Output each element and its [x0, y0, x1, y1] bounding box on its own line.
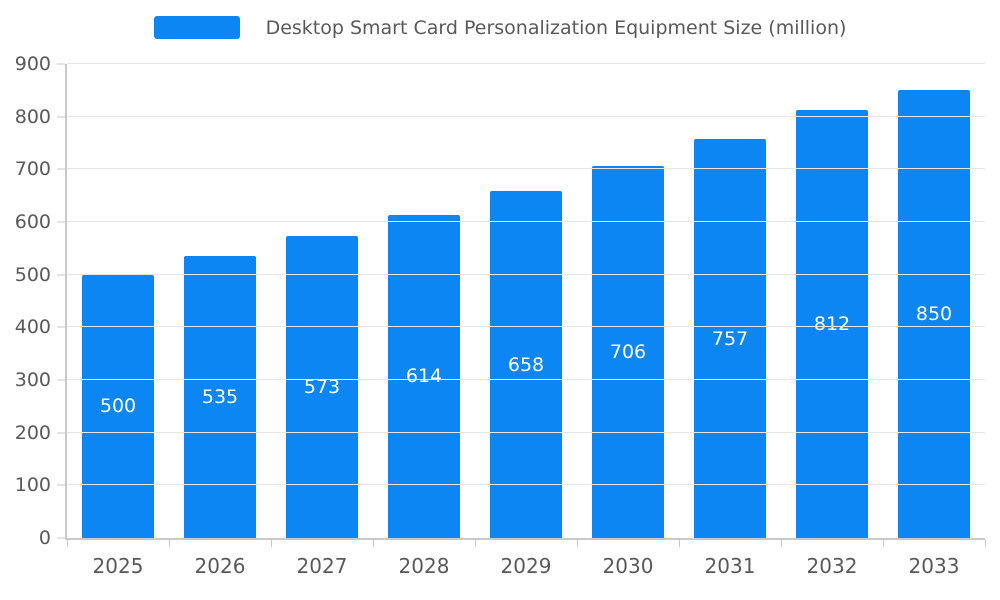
y-axis-tick [57, 379, 65, 381]
y-axis-tick [57, 484, 65, 486]
y-axis-tick [57, 326, 65, 328]
y-axis-tick [57, 116, 65, 118]
gridline [67, 379, 985, 381]
y-axis-tick [57, 274, 65, 276]
y-axis-label: 200 [14, 421, 51, 444]
chart-legend: Desktop Smart Card Personalization Equip… [0, 16, 1000, 39]
x-axis-label: 2026 [194, 554, 246, 578]
x-axis-label: 2032 [806, 554, 858, 578]
gridline [67, 326, 985, 328]
bars-container: 500 2025 535 2026 573 2027 614 2028 658 2029 706 20… [67, 64, 985, 578]
category-band: 850 2033 [883, 64, 985, 578]
legend-swatch[interactable] [153, 16, 240, 39]
y-axis-label: 100 [14, 474, 51, 497]
y-axis-label: 400 [14, 316, 51, 339]
bar-value-label: 757 [711, 327, 749, 350]
y-axis-tick [57, 63, 65, 65]
bar[interactable]: 535 [184, 256, 256, 538]
y-axis-label: 900 [14, 53, 51, 75]
x-axis-tick [169, 540, 170, 547]
bar[interactable]: 757 [694, 139, 766, 538]
y-axis-label: 500 [14, 263, 51, 286]
x-axis-label: 2028 [398, 554, 450, 578]
category-band: 614 2028 [373, 64, 475, 578]
y-axis-tick [57, 168, 65, 170]
bar-value-label: 706 [609, 341, 647, 364]
x-axis-tick [883, 540, 884, 547]
x-axis-label: 2025 [92, 554, 144, 578]
bar[interactable]: 500 [82, 274, 154, 538]
bar[interactable]: 658 [490, 191, 562, 538]
y-axis-label: 0 [38, 527, 51, 549]
y-axis-label: 700 [14, 158, 51, 181]
gridline [67, 115, 985, 117]
bar-value-label: 850 [915, 303, 953, 326]
bar-value-label: 573 [303, 376, 341, 399]
y-axis-tick [57, 221, 65, 223]
bar-value-label: 812 [813, 313, 851, 336]
x-axis-label: 2033 [908, 554, 960, 578]
gridline [67, 221, 985, 223]
category-band: 500 2025 [67, 64, 169, 578]
bar[interactable]: 614 [388, 214, 460, 538]
y-axis-label: 800 [14, 105, 51, 128]
gridline [67, 273, 985, 275]
category-band: 535 2026 [169, 64, 271, 578]
y-axis-label: 300 [14, 369, 51, 392]
category-band: 573 2027 [271, 64, 373, 578]
bar-value-label: 535 [201, 386, 239, 409]
x-axis-tick [67, 540, 68, 547]
bar[interactable]: 850 [898, 90, 970, 538]
x-axis-label: 2029 [500, 554, 552, 578]
y-axis-tick [57, 432, 65, 434]
gridline [67, 484, 985, 486]
x-axis-label: 2031 [704, 554, 756, 578]
y-axis-label: 600 [14, 211, 51, 234]
x-axis-tick [271, 540, 272, 547]
bar-value-label: 614 [405, 365, 443, 388]
bar[interactable]: 706 [592, 166, 664, 538]
category-band: 706 2030 [577, 64, 679, 578]
category-band: 757 2031 [679, 64, 781, 578]
bar-value-label: 500 [99, 395, 137, 418]
x-axis-tick [372, 540, 374, 547]
x-axis-label: 2027 [296, 554, 348, 578]
x-axis-tick [985, 540, 986, 547]
chart-title: Desktop Smart Card Personalization Equip… [265, 16, 847, 39]
bar[interactable]: 573 [286, 236, 358, 538]
bar-value-label: 658 [507, 353, 545, 376]
category-band: 812 2032 [781, 64, 883, 578]
gridline [67, 431, 985, 433]
y-axis-tick [57, 537, 65, 539]
plot-area: 500 2025 535 2026 573 2027 614 2028 658 2029 706 20… [15, 53, 986, 578]
x-axis-tick [678, 540, 680, 547]
bar[interactable]: 812 [796, 110, 868, 538]
gridline [67, 63, 985, 64]
x-axis-tick [577, 540, 578, 547]
x-axis-tick [781, 540, 782, 547]
category-band: 658 2029 [475, 64, 577, 578]
gridline [67, 168, 985, 170]
x-axis-label: 2030 [602, 554, 654, 578]
x-axis-tick [475, 540, 476, 547]
